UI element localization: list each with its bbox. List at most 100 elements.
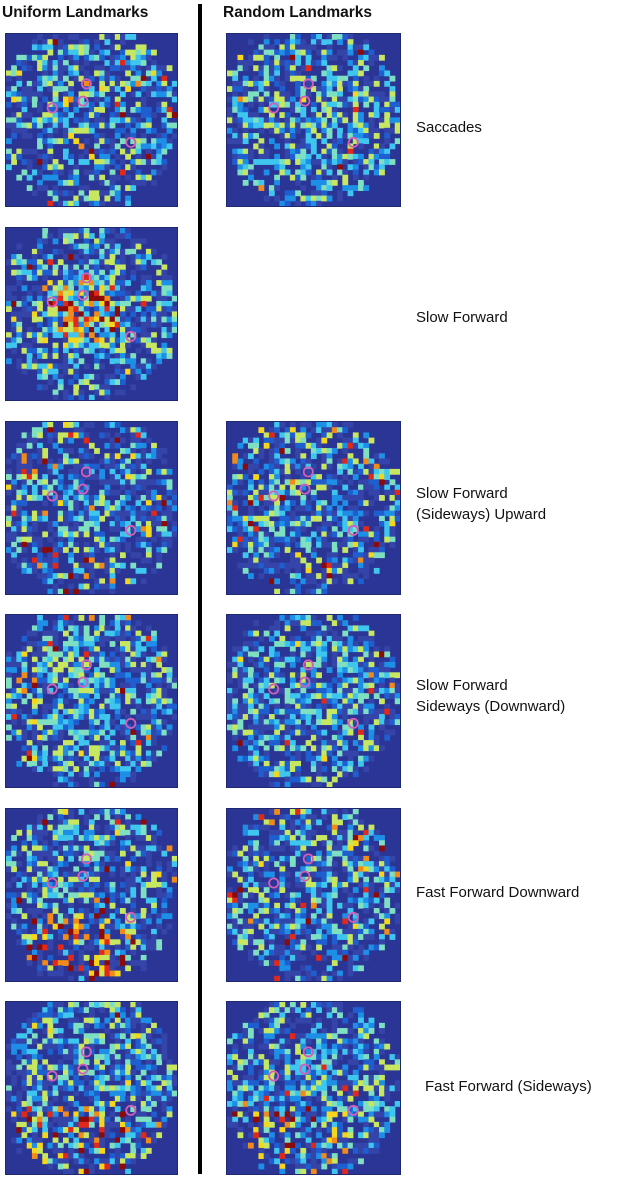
heatmap-cell xyxy=(289,755,296,762)
heatmap-cell xyxy=(130,944,137,951)
heatmap-cell xyxy=(274,70,281,77)
landmark-marker xyxy=(125,524,137,536)
heatmap-cell xyxy=(68,394,74,400)
heatmap-cell xyxy=(125,153,131,160)
heatmap-cell xyxy=(109,939,116,946)
heatmap-cell xyxy=(120,479,126,486)
heatmap-cell xyxy=(331,745,338,752)
heatmap-cell xyxy=(337,687,343,694)
heatmap-cell xyxy=(57,248,64,255)
heatmap-cell xyxy=(274,766,281,772)
heatmap-cell xyxy=(331,117,338,124)
heatmap-cell xyxy=(295,531,301,538)
heatmap-cell xyxy=(78,259,85,266)
heatmap-cell xyxy=(52,923,59,930)
heatmap-cell xyxy=(161,80,168,87)
heatmap-cell xyxy=(99,960,106,966)
heatmap-cell xyxy=(88,332,95,339)
heatmap-cell xyxy=(88,698,95,705)
heatmap-cell xyxy=(258,148,265,155)
heatmap-cell xyxy=(130,54,137,61)
heatmap-cell xyxy=(120,306,126,312)
heatmap-cell xyxy=(6,913,12,920)
heatmap-cell xyxy=(120,54,126,61)
heatmap-cell xyxy=(363,552,370,559)
heatmap-cell xyxy=(258,635,265,642)
heatmap-cell xyxy=(68,661,74,668)
heatmap-cell xyxy=(88,939,95,946)
heatmap-cell xyxy=(394,468,400,475)
heatmap-cell xyxy=(274,427,281,434)
heatmap-cell xyxy=(57,327,64,333)
heatmap-cell xyxy=(114,635,121,642)
heatmap-cell xyxy=(94,954,100,961)
heatmap-cell xyxy=(368,49,375,56)
heatmap-cell xyxy=(78,300,85,307)
heatmap-cell xyxy=(73,630,80,637)
heatmap-cell xyxy=(295,479,301,486)
heatmap-cell xyxy=(125,427,131,434)
heatmap-cell xyxy=(88,918,95,925)
heatmap-cell xyxy=(11,269,17,276)
heatmap-cell xyxy=(289,766,296,772)
heatmap-cell xyxy=(331,552,338,559)
heatmap-cell xyxy=(394,500,400,506)
heatmap-cell xyxy=(389,86,396,92)
heatmap-cell xyxy=(368,729,375,736)
heatmap-cell xyxy=(295,200,301,206)
heatmap-cell xyxy=(99,541,106,548)
heatmap-cell xyxy=(57,269,64,276)
heatmap-cell xyxy=(310,578,317,585)
heatmap-cell xyxy=(263,693,270,699)
heatmap-cell xyxy=(31,274,38,281)
heatmap-cell xyxy=(279,661,286,668)
heatmap-cell xyxy=(78,347,85,354)
heatmap-cell xyxy=(135,876,142,883)
heatmap-cell xyxy=(300,672,307,679)
heatmap-cell xyxy=(352,521,359,527)
heatmap-cell xyxy=(47,703,54,710)
heatmap-cell xyxy=(268,646,275,653)
heatmap-cell xyxy=(6,708,12,715)
heatmap-cell xyxy=(300,484,307,491)
heatmap-cell xyxy=(57,321,64,328)
heatmap-cell xyxy=(321,101,328,108)
heatmap-cell xyxy=(295,437,301,444)
heatmap-cell xyxy=(151,138,157,145)
heatmap-cell xyxy=(16,928,23,935)
heatmap-cell xyxy=(104,300,111,307)
heatmap-cell xyxy=(83,238,90,245)
heatmap-cell xyxy=(125,353,131,359)
heatmap-cell xyxy=(284,138,291,145)
heatmap-cell xyxy=(151,928,157,935)
heatmap-cell xyxy=(73,918,80,925)
heatmap-cell xyxy=(151,840,157,847)
heatmap-cell xyxy=(68,724,74,731)
heatmap-cell xyxy=(342,641,349,647)
heatmap-cell xyxy=(352,667,359,673)
heatmap-cell xyxy=(232,101,239,108)
heatmap-cell xyxy=(166,672,173,679)
heatmap-cell xyxy=(263,557,270,564)
heatmap-cell xyxy=(289,427,296,434)
heatmap-cell xyxy=(6,342,12,349)
heatmap-cell xyxy=(347,557,354,564)
heatmap-cell xyxy=(57,531,64,538)
heatmap-cell xyxy=(130,871,137,878)
heatmap-cell xyxy=(99,635,106,642)
heatmap-cell xyxy=(63,687,69,694)
heatmap-cell xyxy=(316,479,322,486)
heatmap-cell xyxy=(47,117,54,124)
heatmap-cell xyxy=(237,708,244,715)
heatmap-cell xyxy=(11,321,17,328)
heatmap-cell xyxy=(94,269,100,276)
heatmap-cell xyxy=(109,379,116,385)
heatmap-cell xyxy=(342,771,349,778)
heatmap-cell xyxy=(94,835,100,841)
heatmap-cell xyxy=(114,290,121,297)
heatmap-cell xyxy=(6,70,12,77)
heatmap-cell xyxy=(125,479,131,486)
heatmap-cell xyxy=(125,939,131,946)
heatmap-cell xyxy=(279,122,286,129)
heatmap-cell xyxy=(73,521,80,527)
